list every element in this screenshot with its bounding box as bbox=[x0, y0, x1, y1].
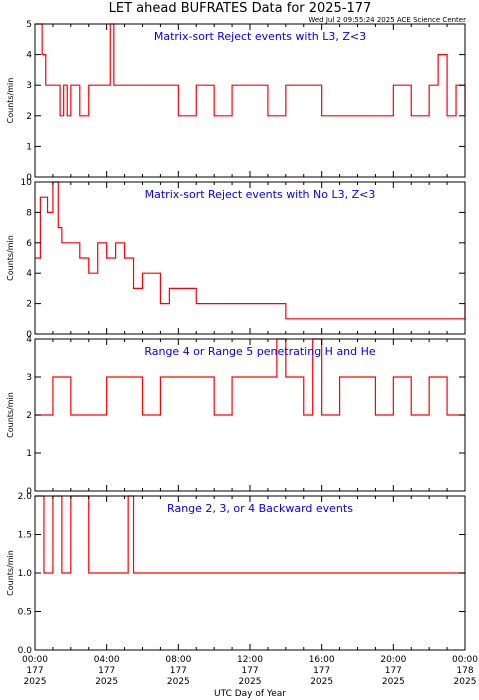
y-tick-label: 4 bbox=[26, 335, 32, 345]
y-tick-label: 3 bbox=[26, 373, 32, 383]
y-tick-label: 5 bbox=[26, 20, 32, 30]
y-axis-label: Counts/min bbox=[6, 78, 15, 124]
y-tick-label: 2 bbox=[26, 112, 32, 122]
x-tick-label: 2025 bbox=[24, 677, 47, 687]
x-tick-label: 2025 bbox=[454, 677, 477, 687]
x-tick-label: 00:00 bbox=[22, 655, 48, 665]
y-tick-label: 2 bbox=[26, 300, 32, 310]
x-tick-label: 12:00 bbox=[237, 655, 263, 665]
y-axis-label: Counts/min bbox=[6, 392, 15, 438]
y-tick-label: 0 bbox=[26, 330, 32, 340]
y-tick-label: 4 bbox=[26, 51, 32, 61]
x-tick-label: 2025 bbox=[239, 677, 262, 687]
x-tick-label: 177 bbox=[313, 666, 330, 676]
x-tick-label: 00:00 bbox=[452, 655, 478, 665]
panel-3: 0 1 2 3 4 Range 4 or Range 5 penetrating H an… bbox=[6, 335, 466, 497]
y-tick-label: 1 bbox=[26, 449, 32, 459]
series-line-2 bbox=[35, 181, 466, 320]
y-tick-label: 2 bbox=[26, 411, 32, 421]
x-tick-label: 178 bbox=[456, 666, 473, 676]
timestamp-stamp: Wed Jul 2 09:55:24 2025 ACE Science Cent… bbox=[308, 16, 466, 24]
y-tick-label: 0.0 bbox=[18, 646, 33, 656]
x-tick-label: 04:00 bbox=[94, 655, 120, 665]
y-tick-label: 0 bbox=[26, 487, 32, 497]
panel-2: 0 2 4 6 8 10 Matrix-sort Reject events with No… bbox=[6, 178, 466, 340]
y-tick-label: 4 bbox=[26, 269, 32, 279]
plot-frame bbox=[34, 23, 466, 178]
x-axis-label: UTC Day of Year bbox=[214, 689, 286, 699]
y-axis-label: Counts/min bbox=[6, 550, 15, 596]
x-tick-label: 2025 bbox=[167, 677, 190, 687]
y-tick-label: 0.5 bbox=[18, 608, 32, 618]
y-tick-label: 8 bbox=[26, 208, 32, 218]
x-tick-label: 177 bbox=[98, 666, 115, 676]
x-tick-label: 08:00 bbox=[165, 655, 191, 665]
panel-title: Range 4 or Range 5 penetrating H and He bbox=[144, 345, 376, 358]
plot-frame bbox=[34, 181, 466, 335]
x-tick-label: 177 bbox=[26, 666, 43, 676]
y-tick-label: 0 bbox=[26, 173, 32, 183]
panel-title: Matrix-sort Reject events with L3, Z<3 bbox=[154, 30, 366, 43]
panels: 0 1 2 3 4 5 Matrix-sort Reject events with L3,… bbox=[6, 20, 478, 687]
y-tick-label: 1.5 bbox=[18, 531, 32, 541]
y-tick-label: 2.0 bbox=[18, 492, 33, 502]
x-tick-label: 177 bbox=[385, 666, 402, 676]
page-title: LET ahead BUFRATES Data for 2025-177 bbox=[109, 1, 372, 16]
y-tick-label: 1.0 bbox=[18, 569, 33, 579]
x-tick-label: 16:00 bbox=[309, 655, 335, 665]
x-tick-label: 177 bbox=[241, 666, 258, 676]
x-tick-label: 177 bbox=[170, 666, 187, 676]
y-tick-label: 6 bbox=[26, 239, 32, 249]
panel-title: Range 2, 3, or 4 Backward events bbox=[167, 502, 353, 515]
y-axis-label: Counts/min bbox=[6, 235, 15, 281]
x-tick-label: 2025 bbox=[382, 677, 405, 687]
panel-1: 0 1 2 3 4 5 Matrix-sort Reject events with L3,… bbox=[6, 20, 466, 183]
y-tick-label: 1 bbox=[26, 142, 32, 152]
y-tick-label: 3 bbox=[26, 81, 32, 91]
series-line-1 bbox=[35, 23, 466, 117]
x-tick-label: 2025 bbox=[95, 677, 118, 687]
x-tick-label: 2025 bbox=[310, 677, 333, 687]
panel-4: 0.0 0.5 1.0 1.5 2.0 Range 2, 3, or 4 Backward… bbox=[6, 492, 466, 656]
series-line-4 bbox=[35, 495, 465, 574]
panel-title: Matrix-sort Reject events with No L3, Z<… bbox=[145, 188, 376, 201]
x-tick-label: 20:00 bbox=[380, 655, 406, 665]
y-tick-label: 10 bbox=[21, 178, 33, 188]
